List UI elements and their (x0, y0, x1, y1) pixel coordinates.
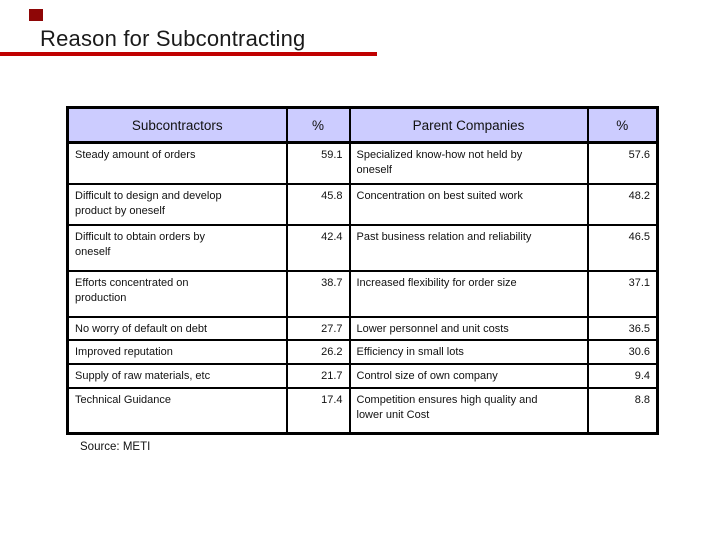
parent-pct: 8.8 (586, 386, 659, 435)
table-row: Difficult to obtain orders by oneself 42… (66, 223, 659, 272)
page-title: Reason for Subcontracting (40, 26, 306, 51)
subcontractor-pct: 59.1 (285, 141, 351, 185)
parent-reason: Control size of own company (348, 362, 589, 389)
table-row: No worry of default on debt 27.7 Lower p… (66, 315, 659, 341)
source-note: Source: METI (80, 441, 151, 453)
parent-pct: 46.5 (586, 223, 659, 272)
parent-reason: Specialized know-how not held by oneself (348, 141, 589, 185)
parent-pct: 57.6 (586, 141, 659, 185)
corner-accent-box (29, 9, 43, 21)
parent-reason: Past business relation and reliability (348, 223, 589, 272)
subcontractor-pct: 27.7 (285, 315, 351, 341)
subcontractor-reason: Difficult to design and develop product … (66, 182, 288, 226)
subcontractor-reason: No worry of default on debt (66, 315, 288, 341)
col-header-parent-pct: % (586, 106, 659, 144)
col-header-parent-companies: Parent Companies (348, 106, 589, 144)
table-row: Supply of raw materials, etc 21.7 Contro… (66, 362, 659, 389)
table-row: Technical Guidance 17.4 Competition ensu… (66, 386, 659, 435)
subcontractor-reason: Steady amount of orders (66, 141, 288, 185)
parent-pct: 37.1 (586, 269, 659, 318)
subcontractor-reason: Technical Guidance (66, 386, 288, 435)
subcontractor-reason: Supply of raw materials, etc (66, 362, 288, 389)
parent-pct: 48.2 (586, 182, 659, 226)
parent-pct: 36.5 (586, 315, 659, 341)
subcontractor-pct: 42.4 (285, 223, 351, 272)
parent-pct: 30.6 (586, 338, 659, 365)
table-row: Difficult to design and develop product … (66, 182, 659, 226)
table-header-row: Subcontractors % Parent Companies % (66, 106, 659, 144)
subcontractor-pct: 45.8 (285, 182, 351, 226)
parent-reason: Competition ensures high quality and low… (348, 386, 589, 435)
subcontractor-pct: 17.4 (285, 386, 351, 435)
parent-reason: Increased flexibility for order size (348, 269, 589, 318)
title-underline (0, 52, 377, 56)
subcontractor-pct: 26.2 (285, 338, 351, 365)
parent-pct: 9.4 (586, 362, 659, 389)
subcontractor-reason: Difficult to obtain orders by oneself (66, 223, 288, 272)
table-row: Improved reputation 26.2 Efficiency in s… (66, 338, 659, 365)
table-row: Steady amount of orders 59.1 Specialized… (66, 141, 659, 185)
subcontractor-reason: Efforts concentrated on production (66, 269, 288, 318)
col-header-subcontractors-pct: % (285, 106, 351, 144)
parent-reason: Lower personnel and unit costs (348, 315, 589, 341)
col-header-subcontractors: Subcontractors (66, 106, 288, 144)
parent-reason: Concentration on best suited work (348, 182, 589, 226)
parent-reason: Efficiency in small lots (348, 338, 589, 365)
table-row: Efforts concentrated on production 38.7 … (66, 269, 659, 318)
subcontractor-pct: 21.7 (285, 362, 351, 389)
subcontractor-pct: 38.7 (285, 269, 351, 318)
subcontractor-reason: Improved reputation (66, 338, 288, 365)
subcontracting-reasons-table: Subcontractors % Parent Companies % Stea… (66, 106, 659, 435)
